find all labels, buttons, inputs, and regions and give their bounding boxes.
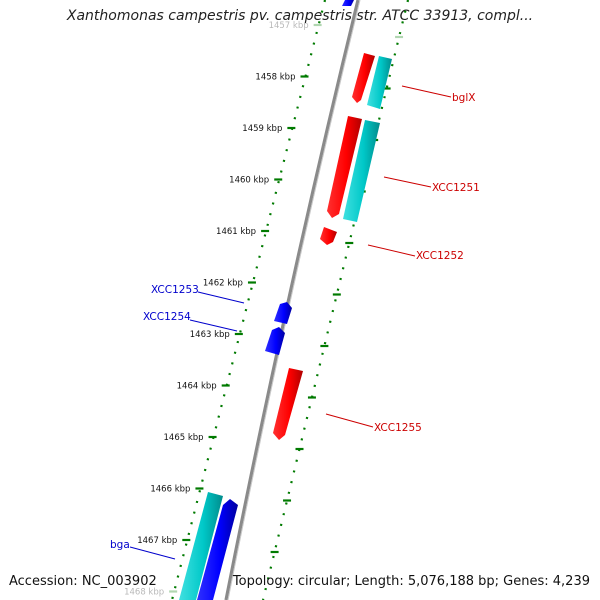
topology-label: Topology: circular; Length: 5,076,188 bp…	[232, 574, 590, 589]
kbp-tick-label: 1466 kbp	[150, 485, 190, 495]
label-XCC1253[interactable]: XCC1253	[151, 284, 199, 296]
label-XCC1252[interactable]: XCC1252	[416, 250, 464, 262]
accession-label: Accession: NC_003902	[9, 574, 157, 589]
gene-arrow-bglX[interactable]	[352, 53, 375, 103]
genome-backbone	[224, 0, 360, 600]
kbp-tick-label: 1461 kbp	[216, 227, 256, 237]
map-title: Xanthomonas campestris pv. campestris st…	[66, 8, 534, 24]
inner-tick-track	[170, 0, 327, 600]
label-XCC1255[interactable]: XCC1255	[374, 422, 422, 434]
gene-features	[179, 0, 392, 600]
kbp-tick-label: 1460 kbp	[229, 176, 269, 186]
gene-arrow-bga[interactable]	[197, 499, 238, 600]
kbp-tick-label: 1468 kbp	[124, 588, 164, 598]
kbp-tick-label: 1459 kbp	[242, 124, 282, 134]
label-XCC1251[interactable]: XCC1251	[432, 182, 480, 194]
gene-callouts	[129, 85, 452, 560]
label-bga[interactable]: bga	[110, 539, 130, 551]
cds-bga[interactable]	[179, 492, 223, 600]
kbp-tick-label: 1463 kbp	[190, 330, 230, 340]
gene-arrow-XCC1254[interactable]	[265, 327, 285, 355]
gene-arrow-XCC1251[interactable]	[327, 116, 362, 218]
kbp-tick-label: 1465 kbp	[164, 433, 204, 443]
label-bglX[interactable]: bglX	[452, 92, 475, 104]
kbp-tick-label: 1464 kbp	[177, 382, 217, 392]
gene-arrow-XCC1253[interactable]	[274, 302, 292, 324]
genome-backbone-shadow	[227, 0, 361, 600]
gene-arrow-XCC1252[interactable]	[320, 227, 337, 245]
cds-XCC1251[interactable]	[343, 120, 380, 222]
outer-tick-track	[261, 0, 410, 600]
kbp-tick-label: 1458 kbp	[255, 73, 295, 83]
cds-bglX[interactable]	[367, 56, 392, 109]
kbp-tick-label: 1462 kbp	[203, 279, 243, 289]
gene-arrow-XCC1255[interactable]	[273, 368, 303, 440]
kbp-tick-label: 1467 kbp	[137, 536, 177, 546]
label-XCC1254[interactable]: XCC1254	[143, 311, 191, 323]
gene-arrow-top-reverse[interactable]	[342, 0, 354, 6]
kbp-tick-label: 1457 kbp	[269, 21, 309, 31]
